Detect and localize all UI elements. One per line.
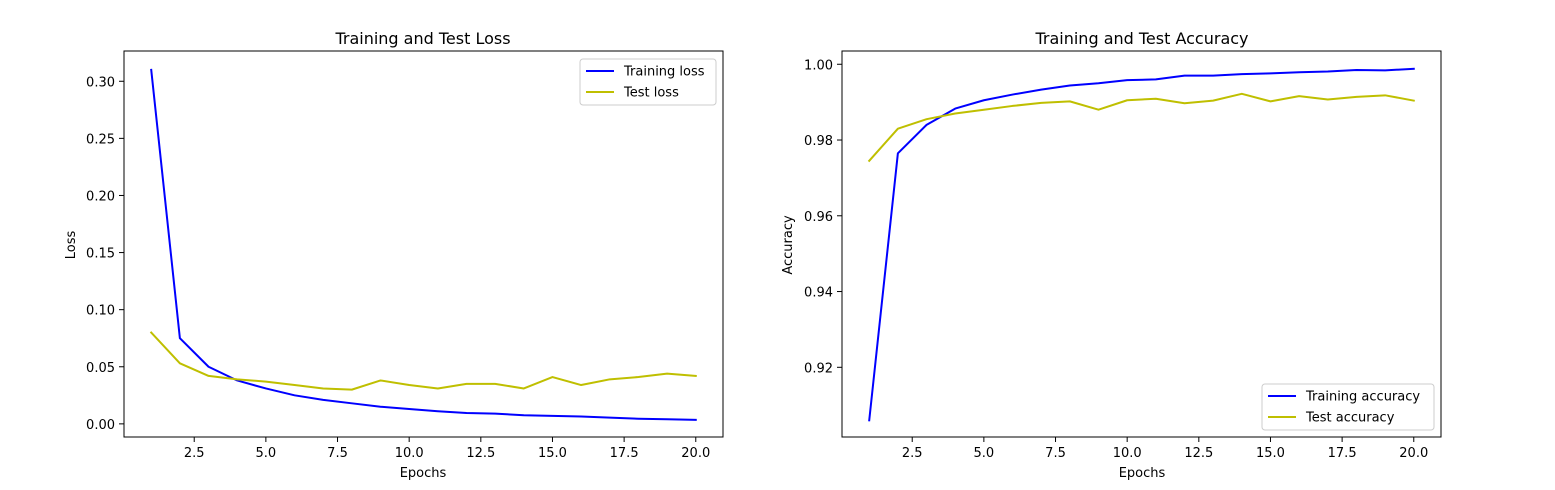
accuracy-legend-box <box>1261 383 1435 431</box>
loss-x-axis-label: Epochs <box>400 466 447 481</box>
accuracy-x-tick-label: 5.0 <box>974 446 995 461</box>
loss-x-tick-label: 15.0 <box>538 446 567 461</box>
accuracy-x-axis-label: Epochs <box>1119 466 1166 481</box>
accuracy-x-tick-label: 7.5 <box>1045 446 1066 461</box>
accuracy-series-training-line <box>868 67 1415 422</box>
accuracy-legend: Training accuracy Test accuracy <box>1261 383 1435 431</box>
accuracy-plot-area: 2.5 5.0 7.5 10.0 12.5 15.0 17.5 20.0 0.92 0.94 0.9… <box>804 50 1442 461</box>
loss-x-tick-label: 2.5 <box>184 446 205 461</box>
loss-plot-area: 2.5 5.0 7.5 10.0 12.5 15.0 17.5 20.0 0.00 0.05 0.1… <box>86 50 724 461</box>
accuracy-legend-label-training: Training accuracy <box>1305 390 1420 405</box>
loss-x-tick-label: 7.5 <box>327 446 348 461</box>
accuracy-y-axis-label: Accuracy <box>781 215 796 275</box>
loss-series-test-line <box>149 331 697 391</box>
loss-y-tick-label: 0.15 <box>86 247 115 262</box>
loss-y-tick-label: 0.10 <box>86 304 115 319</box>
loss-y-tick-label: 0.30 <box>86 75 115 90</box>
loss-chart: Training and Test Loss Epochs Loss 2.5 5.… <box>64 29 724 481</box>
accuracy-x-tick-label: 12.5 <box>1184 446 1213 461</box>
accuracy-y-tick-label: 0.92 <box>804 361 833 376</box>
loss-legend: Training loss Test loss <box>579 58 717 106</box>
accuracy-chart: Training and Test Accuracy Epochs Accura… <box>781 29 1442 481</box>
accuracy-x-tick-label: 15.0 <box>1256 446 1285 461</box>
loss-axes-frame <box>123 50 724 438</box>
accuracy-y-tick-label: 0.94 <box>804 286 833 301</box>
loss-x-tick-label: 17.5 <box>610 446 639 461</box>
loss-legend-label-training: Training loss <box>623 65 705 80</box>
accuracy-x-tick-label: 10.0 <box>1113 446 1142 461</box>
loss-y-tick-label: 0.25 <box>86 132 115 147</box>
accuracy-x-tick-label: 20.0 <box>1399 446 1428 461</box>
loss-x-tick-label: 12.5 <box>466 446 495 461</box>
accuracy-y-tick-label: 1.00 <box>804 58 833 73</box>
accuracy-x-tick-label: 2.5 <box>902 446 923 461</box>
loss-y-tick-label: 0.00 <box>86 418 115 433</box>
loss-x-tick-label: 10.0 <box>395 446 424 461</box>
loss-x-tick-label: 5.0 <box>256 446 277 461</box>
loss-series-training-line <box>150 68 697 421</box>
accuracy-y-tick-label: 0.96 <box>804 210 833 225</box>
accuracy-y-tick-label: 0.98 <box>804 134 833 149</box>
accuracy-legend-label-test: Test accuracy <box>1305 411 1395 426</box>
loss-legend-label-test: Test loss <box>623 86 679 101</box>
loss-x-tick-label: 20.0 <box>681 446 710 461</box>
accuracy-axes-frame <box>841 50 1442 438</box>
loss-y-tick-label: 0.20 <box>86 189 115 204</box>
loss-y-tick-label: 0.05 <box>86 361 115 376</box>
loss-y-axis-label: Loss <box>64 231 79 260</box>
accuracy-series-test-line <box>867 92 1415 163</box>
accuracy-chart-title: Training and Test Accuracy <box>1034 29 1248 48</box>
accuracy-x-tick-label: 17.5 <box>1328 446 1357 461</box>
loss-chart-title: Training and Test Loss <box>334 29 510 48</box>
